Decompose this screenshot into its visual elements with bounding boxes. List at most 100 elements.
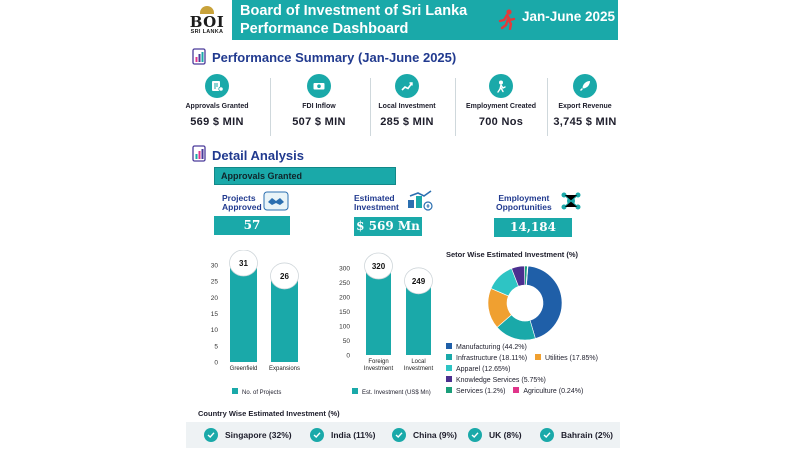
projects-approved-title: Projects Approved xyxy=(222,194,262,212)
legend-swatch xyxy=(232,388,238,394)
estimated-investment-title: Estimated Investment xyxy=(354,194,399,212)
y-tick-label: 100 xyxy=(339,324,350,331)
kpi-label: Local Investment xyxy=(378,103,436,110)
crest-icon xyxy=(200,6,214,14)
category-label: Investment xyxy=(404,366,434,372)
rocket-icon xyxy=(573,74,597,98)
investment-title-line2: Investment xyxy=(354,202,399,212)
data-label: 249 xyxy=(412,277,426,286)
kpi-label: Export Revenue xyxy=(558,103,612,110)
bar xyxy=(230,265,257,362)
kpi-label: Employment Created xyxy=(465,103,537,110)
y-tick-label: 20 xyxy=(211,295,219,302)
investment-growth-icon xyxy=(408,190,433,211)
check-icon xyxy=(468,428,482,442)
data-label-bubble xyxy=(364,252,393,280)
estimated-investment-value: $ 569 Mn xyxy=(354,217,422,236)
infrastructure-label: Infrastructure (18.11%) xyxy=(456,355,528,362)
bar xyxy=(271,277,298,362)
y-tick-label: 250 xyxy=(339,280,350,287)
y-tick-label: 0 xyxy=(346,353,350,360)
legend-swatch xyxy=(352,388,358,394)
country-title: Country Wise Estimated Investment (%) xyxy=(198,409,340,418)
y-tick-label: 10 xyxy=(211,327,219,334)
employment-title-line2: Opportunities xyxy=(496,202,552,212)
projects-approved-value: 57 xyxy=(214,216,290,235)
page-title: Board of Investment of Sri Lanka Perform… xyxy=(240,2,500,38)
data-label: 26 xyxy=(280,272,289,281)
sector-donut-chart xyxy=(487,265,563,341)
runner-icon xyxy=(498,9,516,30)
data-label-bubble xyxy=(270,262,299,290)
y-tick-label: 200 xyxy=(339,295,350,302)
page-title-line2: Performance Dashboard xyxy=(240,21,409,37)
agriculture-swatch xyxy=(513,387,520,393)
data-label: 320 xyxy=(372,262,386,271)
kpi-approvals: Approvals Granted 569 $ MIN xyxy=(172,74,262,134)
country-label: Singapore (32%) xyxy=(225,430,292,440)
country-item: China (9%) xyxy=(392,427,457,443)
y-tick-label: 50 xyxy=(343,338,351,345)
country-label: India (11%) xyxy=(331,430,376,440)
country-label: UK (8%) xyxy=(489,430,522,440)
check-icon xyxy=(392,428,406,442)
donut-slice xyxy=(525,265,529,286)
sector-legend-row: Apparel (12.65%) xyxy=(446,364,626,375)
header-bar xyxy=(232,0,618,40)
investment-legend: Est. Investment (US$ Mn) xyxy=(352,381,431,399)
kpi-local-investment: Local Investment 285 $ MIN xyxy=(362,74,452,134)
country-label: Bahrain (2%) xyxy=(561,430,613,440)
apparel-swatch xyxy=(446,365,452,371)
summary-title: Performance Summary (Jan-June 2025) xyxy=(212,50,457,65)
kpi-divider xyxy=(547,78,548,136)
sector-legend-row: Manufacturing (44.2%) xyxy=(446,342,626,353)
detail-title: Detail Analysis xyxy=(212,148,305,163)
y-tick-label: 25 xyxy=(211,279,219,286)
period-label: Jan-June 2025 xyxy=(522,9,616,24)
infrastructure-swatch xyxy=(446,354,452,360)
apparel-label: Apparel (12.65%) xyxy=(456,366,511,373)
sector-legend-row: Infrastructure (18.11%) Utilities (17.85… xyxy=(446,353,626,364)
projects-title-line1: Projects xyxy=(222,193,256,203)
money-icon xyxy=(307,74,331,98)
utilities-swatch xyxy=(535,354,542,360)
approvals-granted-label: Approvals Granted xyxy=(221,171,303,181)
category-label: Local xyxy=(411,359,425,365)
country-item: UK (8%) xyxy=(468,427,522,443)
approvals-granted-banner: Approvals Granted xyxy=(214,167,396,185)
check-icon xyxy=(540,428,554,442)
y-tick-label: 150 xyxy=(339,309,350,316)
kpi-divider xyxy=(270,78,271,136)
utilities-label: Utilities (17.85%) xyxy=(545,355,598,362)
country-item: Bahrain (2%) xyxy=(540,427,613,443)
y-tick-label: 0 xyxy=(214,360,218,367)
country-item: India (11%) xyxy=(310,427,375,443)
knowledge-services-swatch xyxy=(446,376,452,382)
knowledge-services-label: Knowledge Services (5.75%) xyxy=(456,377,546,384)
projects-bar-chart: 0 5 10 15 20 25 30 31 Greenfield 26 Expansions xyxy=(211,250,300,372)
sector-chart-title: Setor Wise Estimated Investment (%) xyxy=(446,250,579,259)
y-tick-label: 5 xyxy=(214,343,218,350)
category-label: Greenfield xyxy=(230,366,258,372)
bar xyxy=(406,282,431,355)
data-label-bubble xyxy=(404,267,433,295)
kpi-divider xyxy=(455,78,456,136)
page-title-line1: Board of Investment of Sri Lanka xyxy=(240,3,468,19)
services-label: Services (1.2%) xyxy=(456,388,506,395)
handshake-icon xyxy=(263,191,289,211)
sector-legend-row: Services (1.2%) Agriculture (0.24%) xyxy=(446,386,626,397)
network-people-icon xyxy=(561,192,581,210)
projects-title-line2: Approved xyxy=(222,202,262,212)
manufacturing-label: Manufacturing (44.2%) xyxy=(456,344,527,351)
projects-legend: No. of Projects xyxy=(232,381,281,399)
legend-label: Est. Investment (US$ Mn) xyxy=(362,390,431,396)
kpi-value: 285 $ MIN xyxy=(380,116,434,128)
kpi-value: 507 $ MIN xyxy=(292,116,346,128)
country-item: Singapore (32%) xyxy=(204,427,292,443)
country-label: China (9%) xyxy=(413,430,457,440)
investment-title-line1: Estimated xyxy=(354,193,395,203)
sector-legend: Manufacturing (44.2%) Infrastructure (18… xyxy=(446,342,626,397)
category-label: Investment xyxy=(364,366,394,372)
report-icon xyxy=(192,48,206,65)
